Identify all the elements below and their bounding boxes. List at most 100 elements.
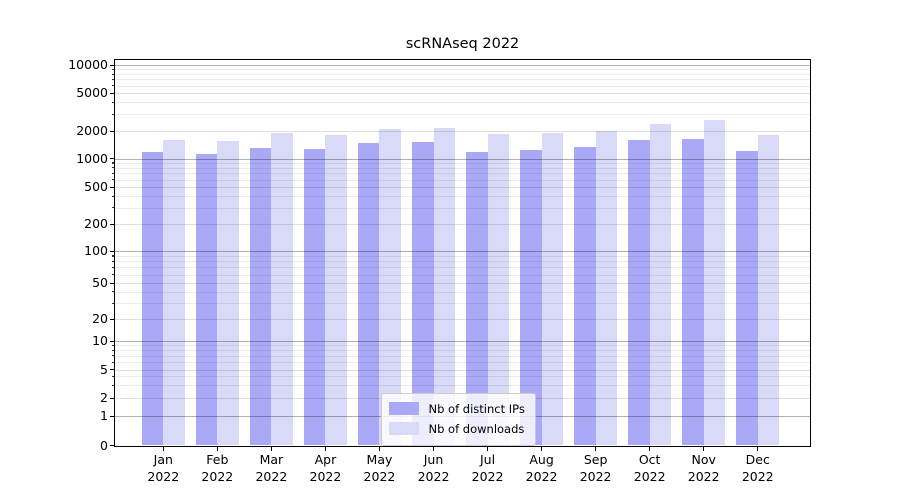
x-tick-label-dec: Dec 2022: [730, 452, 786, 485]
x-tick-label-line2: 2022: [525, 468, 558, 484]
y-minor-tick-mark-3000: [112, 113, 115, 115]
x-tick-label-line2: 2022: [579, 468, 612, 484]
bar-downloads-oct: [649, 123, 672, 446]
x-tick-mark-nov: [703, 446, 705, 451]
bar-distinct-ips-mar: [249, 148, 272, 446]
legend-item-distinct-ips: Nb of distinct IPs: [388, 399, 525, 419]
y-tick-label-2000: 2000: [76, 123, 108, 138]
x-tick-label-line2: 2022: [687, 468, 720, 484]
x-tick-label-mar: Mar 2022: [243, 452, 299, 485]
legend-label-downloads: Nb of downloads: [428, 421, 525, 436]
y-tick-mark-20: [110, 318, 115, 320]
bar-downloads-apr: [325, 134, 347, 446]
x-tick-label-line1: Feb: [206, 452, 229, 467]
y-tick-mark-5: [110, 369, 115, 371]
x-tick-label-apr: Apr 2022: [297, 452, 353, 485]
bar-distinct-ips-aug: [520, 149, 542, 446]
x-tick-label-line1: Mar: [259, 452, 284, 467]
legend-swatch-distinct-ips: [388, 402, 419, 415]
bar-distinct-ips-nov: [682, 138, 704, 446]
x-tick-label-line1: Nov: [691, 452, 716, 467]
x-tick-label-line2: 2022: [633, 468, 666, 484]
y-tick-mark-1: [110, 415, 115, 417]
bar-distinct-ips-oct: [628, 140, 650, 446]
y-tick-label-5000: 5000: [76, 85, 108, 100]
x-tick-label-line2: 2022: [363, 468, 396, 484]
y-tick-label-1: 1: [100, 408, 108, 423]
x-tick-label-line2: 2022: [201, 468, 234, 484]
y-tick-mark-5000: [110, 92, 115, 94]
x-tick-mark-apr: [324, 446, 327, 451]
y-tick-mark-10: [110, 340, 115, 342]
bar-downloads-jul: [487, 133, 510, 446]
bar-distinct-ips-jul: [466, 151, 488, 446]
y-tick-label-20: 20: [92, 311, 108, 326]
bar-distinct-ips-apr: [303, 149, 326, 446]
y-minor-tick-mark-9: [112, 344, 115, 347]
bar-downloads-feb: [217, 141, 239, 446]
y-tick-mark-1000: [110, 158, 115, 160]
x-tick-mark-feb: [216, 446, 219, 451]
x-tick-mark-mar: [270, 446, 273, 451]
y-minor-tick-mark-3: [112, 384, 115, 387]
y-tick-mark-500: [110, 186, 115, 188]
y-minor-tick-mark-900: [112, 162, 115, 164]
y-minor-tick-mark-8: [112, 349, 115, 351]
bar-distinct-ips-jun: [412, 141, 434, 446]
x-tick-label-jan: Jan 2022: [135, 452, 191, 485]
y-tick-mark-200: [110, 223, 115, 225]
bar-downloads-aug: [541, 132, 564, 446]
bar-downloads-mar: [271, 132, 293, 446]
y-tick-mark-10000: [110, 64, 115, 66]
x-tick-label-may: May 2022: [351, 452, 407, 485]
y-minor-tick-mark-70: [112, 266, 115, 269]
chart-title: scRNAseq 2022: [405, 36, 520, 52]
y-tick-label-100: 100: [84, 243, 108, 258]
x-tick-label-line2: 2022: [147, 468, 180, 484]
x-tick-label-feb: Feb 2022: [189, 452, 245, 485]
y-tick-mark-50: [110, 282, 115, 284]
bar-downloads-nov: [703, 120, 726, 446]
plot-area: Nb of distinct IPs Nb of downloads: [113, 58, 811, 447]
bar-distinct-ips-jan: [141, 152, 164, 446]
bar-downloads-sep: [595, 131, 618, 446]
bars-layer: [115, 60, 811, 446]
x-tick-label-line1: Dec: [745, 452, 770, 467]
y-minor-tick-mark-800: [112, 167, 115, 169]
y-minor-tick-mark-8000: [112, 73, 115, 75]
x-tick-mark-aug: [541, 446, 543, 451]
y-minor-tick-mark-90: [112, 255, 115, 257]
y-tick-mark-2: [110, 397, 115, 399]
legend: Nb of distinct IPs Nb of downloads: [380, 392, 536, 446]
y-tick-label-2: 2: [100, 390, 108, 405]
y-minor-tick-mark-6: [112, 361, 115, 363]
y-minor-tick-mark-6000: [112, 85, 115, 87]
x-tick-label-line1: Sep: [583, 452, 608, 467]
x-tick-label-line1: Oct: [638, 452, 661, 467]
y-tick-mark-0: [110, 445, 115, 447]
y-tick-label-500: 500: [84, 179, 108, 194]
x-tick-label-jun: Jun 2022: [406, 452, 462, 485]
x-tick-label-aug: Aug 2022: [514, 452, 570, 485]
bar-downloads-jun: [433, 128, 455, 446]
y-minor-tick-mark-7: [112, 355, 115, 357]
y-tick-label-10000: 10000: [68, 57, 108, 72]
y-minor-tick-mark-4: [112, 375, 115, 378]
legend-swatch-downloads: [388, 422, 419, 435]
x-tick-label-line2: 2022: [417, 468, 450, 484]
y-minor-tick-mark-4000: [112, 101, 115, 103]
y-tick-label-0: 0: [100, 437, 108, 453]
y-minor-tick-mark-600: [112, 179, 115, 181]
x-tick-label-line2: 2022: [255, 468, 288, 484]
bar-distinct-ips-dec: [736, 150, 758, 446]
x-tick-mark-jun: [433, 446, 435, 451]
y-minor-tick-mark-9000: [112, 68, 115, 70]
y-minor-tick-mark-80: [112, 260, 115, 262]
y-tick-label-1000: 1000: [76, 150, 108, 166]
x-tick-label-jul: Jul 2022: [460, 452, 516, 485]
y-minor-tick-mark-40: [112, 291, 115, 293]
x-tick-label-line1: Apr: [314, 452, 337, 467]
x-tick-label-nov: Nov 2022: [676, 452, 732, 485]
x-tick-label-line1: Jul: [479, 452, 496, 467]
